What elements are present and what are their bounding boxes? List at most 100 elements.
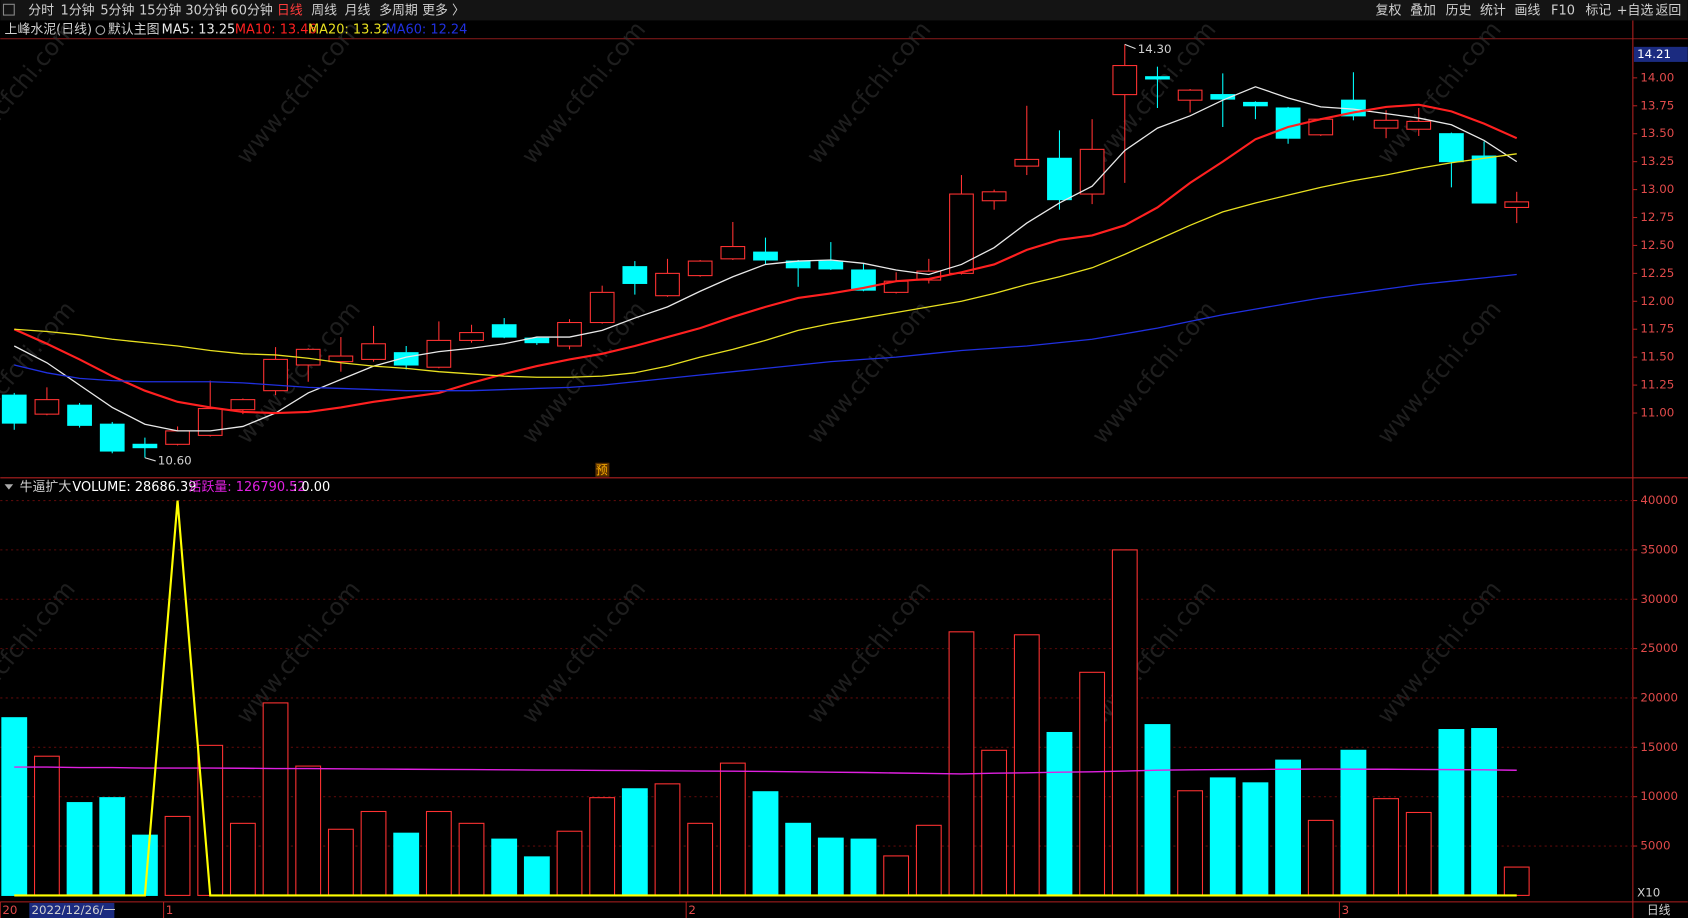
volume-bar: [197, 744, 224, 896]
volume-bar: [1177, 790, 1204, 896]
volume-bar: [1242, 782, 1269, 896]
legend-entry: MA60: 12.24: [386, 23, 468, 38]
icon[interactable]: [95, 25, 106, 35]
volume-bar: [719, 762, 746, 896]
ma-line: [13, 103, 1518, 415]
indicator-title[interactable]: 牛逼扩大: [20, 480, 72, 495]
period-tab[interactable]: 1分钟: [61, 2, 95, 18]
icon[interactable]: [4, 484, 14, 490]
volume-bar: [1079, 671, 1106, 896]
volume-bar: [621, 788, 648, 896]
cursor-date: 2022/12/26/一: [31, 903, 115, 917]
period-tab[interactable]: 周线: [311, 3, 337, 18]
volume-bar: [687, 822, 714, 896]
volume-bar: [981, 749, 1008, 896]
tool-button[interactable]: 返回: [1655, 3, 1681, 18]
candle-body: [1406, 120, 1432, 130]
indicator-line: [14, 766, 1517, 775]
tool-button[interactable]: F10: [1551, 3, 1575, 18]
volume-bar: [1373, 798, 1399, 896]
tool-button[interactable]: +自选: [1617, 3, 1654, 18]
volume-bar: [1046, 731, 1073, 896]
marker-box: [595, 462, 610, 477]
volume-bar: [262, 702, 289, 896]
volume-bar: [1405, 811, 1432, 896]
tool-button[interactable]: 画线: [1514, 3, 1540, 18]
volume-bar: [393, 832, 420, 896]
y-tick-label: 10000: [1640, 789, 1678, 803]
candle-body: [1079, 148, 1105, 195]
stock-title: 上峰水泥(日线): [5, 23, 93, 38]
candle-body: [426, 339, 452, 368]
candle-body: [34, 399, 60, 415]
tool-button[interactable]: 统计: [1480, 3, 1506, 18]
candle-body: [1210, 94, 1236, 100]
y-tick-label: 13.50: [1640, 126, 1674, 140]
period-tab[interactable]: 月线: [345, 3, 371, 18]
y-tick-label: 11.50: [1640, 350, 1674, 364]
volume-bar: [1111, 549, 1138, 896]
period-tab[interactable]: 更多 〉: [422, 3, 465, 18]
volume-bar: [1438, 729, 1465, 896]
candle-body: [197, 408, 223, 436]
y-tick-label: 35000: [1640, 542, 1678, 556]
menu-icon[interactable]: [2, 3, 15, 16]
cursor-box: [29, 902, 115, 918]
candle-body: [818, 260, 844, 270]
x-tick-label: 3: [1342, 903, 1350, 917]
period-tab[interactable]: 日线: [277, 3, 303, 18]
period-tab[interactable]: 30分钟: [185, 2, 227, 18]
annotation-pointer: [1124, 43, 1136, 50]
candle-body: [1504, 201, 1530, 208]
period-tab[interactable]: 多周期: [379, 3, 418, 18]
volume-bar: [752, 791, 779, 896]
volume-bar: [883, 855, 910, 896]
candle-body: [851, 269, 876, 291]
period-tab[interactable]: 5分钟: [100, 2, 134, 18]
legend-entry: 活跃量: 126790.52: [189, 480, 306, 495]
candle-body: [1, 394, 27, 424]
y-tick-label: 5000: [1640, 839, 1670, 853]
tool-button[interactable]: 复权: [1376, 2, 1402, 18]
volume-bar: [99, 797, 126, 896]
y-tick-label: 20000: [1640, 690, 1678, 704]
candle-body: [753, 251, 778, 261]
period-tab[interactable]: 60分钟: [231, 2, 273, 18]
max-label: 14.30: [1138, 42, 1172, 56]
candle-body: [67, 404, 92, 426]
y-tick-label: 15000: [1640, 740, 1678, 754]
x-tick-label: 1: [166, 903, 174, 917]
candle-body: [99, 423, 125, 452]
candle-body: [1145, 76, 1170, 80]
volume-bar: [1, 717, 28, 896]
main-chart-label[interactable]: 默认主图: [108, 22, 160, 38]
period-tab[interactable]: 分时: [28, 3, 54, 18]
y-tick-label: 13.25: [1640, 154, 1674, 168]
y-tick-label: 14.00: [1640, 70, 1674, 84]
x-tick-label: 2: [688, 903, 696, 917]
tool-button[interactable]: 历史: [1446, 3, 1472, 18]
tool-button[interactable]: 叠加: [1410, 3, 1436, 18]
tool-button[interactable]: 标记: [1586, 3, 1612, 18]
candle-body: [361, 343, 386, 360]
volume-bar: [425, 810, 452, 896]
volume-bar: [66, 802, 93, 896]
volume-bar: [1209, 777, 1236, 896]
candle-body: [1243, 101, 1268, 107]
ma-line: [13, 86, 1518, 432]
volume-bar: [1013, 634, 1040, 896]
period-tab[interactable]: 15分钟: [139, 2, 181, 18]
candle-body: [557, 321, 582, 347]
volume-bar: [1340, 749, 1367, 896]
candle-body: [263, 358, 288, 392]
candle-body: [622, 266, 648, 284]
y-tick-label: 13.00: [1640, 182, 1674, 196]
volume-bar: [1275, 759, 1302, 896]
candle-body: [981, 191, 1007, 202]
volume-bar: [523, 856, 550, 896]
price-cursor: 14.21: [1637, 47, 1671, 61]
volume-bar: [1503, 866, 1530, 896]
volume-bar: [360, 810, 387, 896]
